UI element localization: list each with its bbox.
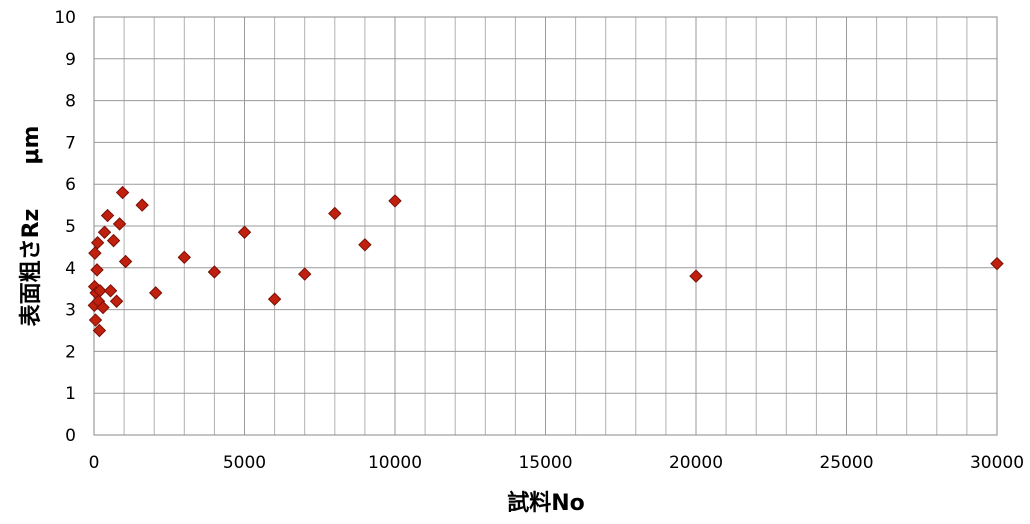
data-point-diamond xyxy=(177,250,192,265)
x-axis-ticks: 0 5000 10000 15000 20000 25000 30000 xyxy=(89,453,1024,473)
data-point-diamond xyxy=(237,225,252,239)
plot-frame xyxy=(93,16,998,436)
data-point-diamond xyxy=(358,238,372,252)
data-point-diamond xyxy=(148,286,163,300)
data-point-diamond xyxy=(90,263,104,277)
x-tick-label: 5000 xyxy=(223,453,266,473)
data-point-diamond xyxy=(106,233,121,248)
data-point-diamond xyxy=(93,284,107,298)
data-point-diamond xyxy=(689,269,703,283)
data-point-diamond xyxy=(328,206,342,221)
data-point-diamond xyxy=(100,208,115,223)
x-tick-label: 15000 xyxy=(518,453,572,473)
y-tick-label: 1 xyxy=(65,384,76,404)
x-tick-label: 20000 xyxy=(669,453,723,473)
y-tick-label: 10 xyxy=(54,8,76,28)
y-tick-label: 6 xyxy=(65,175,76,195)
y-tick-label: 0 xyxy=(65,426,76,446)
plot-border xyxy=(93,16,998,436)
data-points xyxy=(87,185,1004,338)
data-point-diamond xyxy=(90,236,105,250)
data-point-diamond xyxy=(135,198,149,212)
x-tick-label: 10000 xyxy=(368,453,422,473)
x-axis-title: 試料No xyxy=(507,490,585,516)
data-point-diamond xyxy=(96,300,110,315)
data-point-diamond xyxy=(115,185,130,200)
data-point-diamond xyxy=(267,292,282,306)
data-point-diamond xyxy=(97,225,112,239)
y-tick-label: 2 xyxy=(65,342,76,362)
data-point-diamond xyxy=(990,256,1004,271)
y-tick-label: 3 xyxy=(65,301,76,321)
data-point-diamond xyxy=(88,313,103,327)
data-point-diamond xyxy=(109,294,124,308)
data-point-diamond xyxy=(88,246,102,260)
y-tick-label: 9 xyxy=(65,50,76,70)
data-point-diamond xyxy=(112,217,127,231)
data-point-diamond xyxy=(297,267,312,281)
y-tick-label: 8 xyxy=(65,92,76,112)
data-point-diamond xyxy=(92,323,107,338)
data-point-diamond xyxy=(103,284,118,298)
y-axis-ticks: 0 1 2 3 4 5 6 7 8 9 10 xyxy=(54,8,76,446)
x-tick-label: 30000 xyxy=(970,453,1024,473)
data-point-diamond xyxy=(118,254,133,269)
data-point-diamond xyxy=(207,265,222,279)
x-tick-label: 0 xyxy=(89,453,100,473)
data-point-diamond xyxy=(388,194,402,208)
x-tick-label: 25000 xyxy=(819,453,873,473)
y-tick-label: 5 xyxy=(65,217,76,237)
y-tick-label: 4 xyxy=(65,259,76,279)
y-axis-title: 表面粗さRz μm xyxy=(19,126,44,327)
y-tick-label: 7 xyxy=(65,133,76,153)
